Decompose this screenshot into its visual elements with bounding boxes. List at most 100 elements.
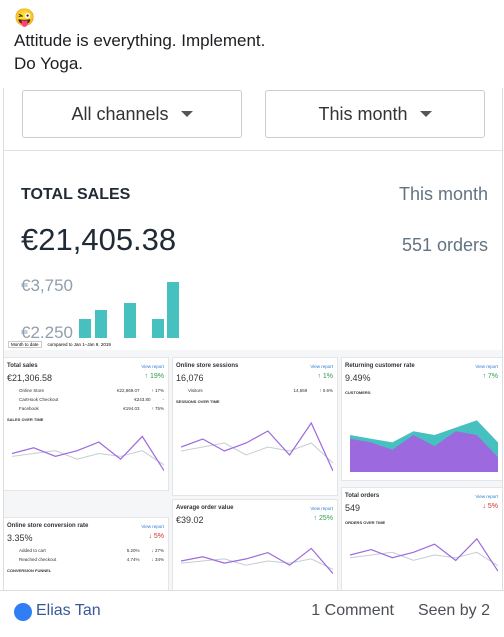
metric-cell: 5.20% [126,548,140,553]
bar [95,310,107,338]
emoji: 😜 [14,8,36,27]
bar [152,319,164,338]
view-report[interactable]: View report [141,364,164,369]
axis-label: €2,250 [21,323,73,338]
card: Average order value View report €39.02 ↑ 25… [173,500,337,590]
filter-label: All channels [71,103,169,124]
card-value: €39.02 [176,515,204,525]
like-icon [14,603,32,621]
metric-row: Online Store €22,869.07 ↑ 17% [7,388,164,393]
axis-label: €3,750 [21,276,73,295]
text-line: Do Yoga. [14,54,84,73]
line [12,450,164,466]
line [181,558,333,570]
metric-cell: ↑ 17% [151,388,164,393]
line [181,421,333,472]
footer: Elias Tan 1 Comment Seen by 2 [0,590,504,637]
card-title: Total orders [345,493,380,499]
line [12,435,164,471]
view-report[interactable]: View report [475,364,498,369]
comments[interactable]: 1 Comment [311,602,394,619]
compare: compared to Jan 1–Jan 9, 2019 [47,341,111,347]
metric-cell: Reached checkout [19,557,57,562]
card-change: ↓ 5% [482,503,498,510]
mini-chart [181,547,333,574]
bar [167,282,179,338]
metric-cell: Added to cart [19,548,46,553]
author[interactable]: Elias Tan [36,602,101,619]
card-value: €21,306.58 [7,373,53,383]
amount: €21,405.38 [21,222,177,257]
metric-cell: Visitors [188,388,203,393]
metric-cell: ↑ 0.6% [319,388,333,393]
metric-row: CartHook Checkout €243.80 - [7,397,164,402]
metric-cell: Online Store [19,388,45,393]
chart-subtitle: SALES OVER TIME [7,417,44,422]
view-report[interactable]: View report [310,506,333,511]
mini-chart [350,420,498,472]
chart-subtitle: CONVERSION FUNNEL [7,568,52,573]
card-title: Total sales [7,363,38,369]
card-value: 9.49% [345,373,371,383]
filter: This month [265,90,485,138]
metric-cell: Facebook [19,406,39,411]
mini-chart [350,537,498,572]
screenshot-1: All channels This month TOTAL SALES This… [3,88,503,338]
bar [79,319,91,338]
filter-label: This month [318,103,408,124]
card: Online store conversion rate View report 3… [4,518,168,590]
seen[interactable]: Seen by 2 [417,602,490,619]
card: Returning customer rate View report 9.49% ↑… [342,358,502,480]
orders: 551 orders [401,235,488,255]
metric-row: Added to cart 5.20% ↓ 27% [7,548,164,553]
period: This month [398,184,488,204]
line [350,551,498,567]
bar [124,303,136,338]
card: Total orders View report 549 ↓ 5% ORDERS OVE… [342,488,502,590]
metric-cell: - [162,397,165,402]
card-title: Returning customer rate [345,363,415,369]
metric-cell: 14,659 [293,388,308,393]
card-change: ↑ 1% [317,373,333,380]
area [350,431,498,472]
metric-cell: CartHook Checkout [19,397,59,402]
card-value: 16,076 [176,373,204,383]
metric-cell: ↑ 75% [151,406,164,411]
metric-cell: €243.80 [134,397,151,402]
metric-row: Facebook €194.03 ↑ 75% [7,406,164,411]
line [181,547,333,574]
metric-row: Visitors 14,659 ↑ 0.6% [176,388,333,393]
caret [180,111,193,117]
view-report[interactable]: View report [310,364,333,369]
screenshot-2: Month to date compared to Jan 1–Jan 9, 20… [3,338,503,590]
metric-row: Reached checkout 4.74% ↓ 34% [7,557,164,562]
card-title: Online store conversion rate [7,523,89,529]
card-change: ↑ 25% [313,515,333,522]
divider [4,150,502,151]
mini-chart [12,435,164,471]
mini-chart [181,421,333,472]
filter: All channels [22,90,242,138]
card-title: Online store sessions [176,363,239,369]
caret [419,111,432,117]
metric-cell: 4.74% [126,557,140,562]
view-report[interactable]: View report [141,524,164,529]
card: Total sales View report €21,306.58 ↑ 19% Onl… [4,358,168,490]
chart-subtitle: CUSTOMERS [345,390,371,395]
metric-cell: ↓ 27% [151,548,164,553]
title: TOTAL SALES [21,186,131,203]
card-value: 3.35% [7,533,33,543]
card-value: 549 [345,503,361,513]
view-report[interactable]: View report [475,494,498,499]
card-change: ↓ 5% [148,533,164,540]
metric-cell: €22,869.07 [116,388,140,393]
text-line: Attitude is everything. Implement. [14,31,266,50]
card: Online store sessions View report 16,076 ↑ … [173,358,337,495]
range: Month to date [8,340,42,348]
line [181,442,333,464]
card-change: ↑ 19% [144,373,164,380]
card-change: ↑ 7% [482,373,498,380]
metric-cell: ↓ 34% [151,557,164,562]
